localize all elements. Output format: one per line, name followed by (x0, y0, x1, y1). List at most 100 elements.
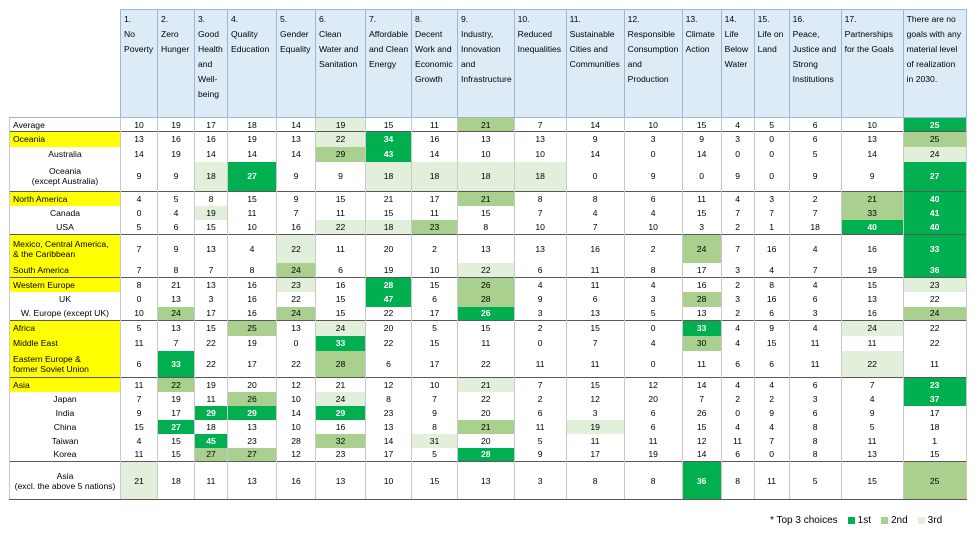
value-cell: 11 (194, 461, 228, 500)
value-cell: 7 (513, 205, 567, 220)
value-cell: 23 (365, 405, 412, 420)
value-cell: 14 (565, 146, 625, 162)
value-cell: 19 (194, 205, 228, 220)
value-cell: 3 (565, 405, 625, 420)
value-cell: 6 (753, 306, 790, 321)
value-cell: 16 (157, 131, 195, 147)
value-cell: 22 (315, 219, 366, 235)
value-cell: 27 (902, 161, 967, 192)
row-label: Korea (9, 447, 121, 462)
value-cell: 23 (902, 277, 967, 292)
value-cell: 5 (411, 447, 458, 462)
value-cell: 47 (365, 291, 412, 307)
value-cell: 13 (513, 234, 567, 263)
value-cell: 14 (411, 146, 458, 162)
value-cell: 13 (840, 131, 904, 147)
value-cell: 10 (411, 377, 458, 392)
legend-label-3rd: 3rd (927, 515, 943, 526)
row-label: Average (9, 117, 121, 132)
goal-header: 9. Industry, Innovation and Infrastructu… (457, 9, 515, 118)
value-cell: 3 (720, 262, 755, 278)
value-cell: 3 (623, 291, 683, 307)
legend-label-2nd: 2nd (890, 515, 908, 526)
value-cell: 0 (276, 335, 316, 351)
value-cell: 7 (720, 234, 755, 263)
value-cell: 11 (681, 191, 722, 206)
value-cell: 2 (720, 306, 755, 321)
value-cell: 29 (194, 405, 228, 420)
table-row: Western Europe 8 21 13 16 23 16 28 15 26 4 11 4 16 2 8 4… (9, 277, 967, 292)
value-cell: 2 (720, 219, 755, 235)
goal-header: 2. Zero Hunger (157, 9, 195, 118)
value-cell: 18 (513, 161, 567, 192)
value-cell: 13 (227, 461, 277, 500)
value-cell: 5 (840, 419, 904, 434)
value-cell: 10 (411, 262, 458, 278)
value-cell: 19 (623, 447, 683, 462)
legend-swatch-1st (847, 517, 855, 524)
value-cell: 19 (194, 377, 228, 392)
row-label: Oceania (9, 131, 121, 147)
value-cell: 27 (227, 447, 277, 462)
value-cell: 34 (365, 131, 412, 147)
value-cell: 22 (194, 335, 228, 351)
value-cell: 16 (194, 131, 228, 147)
legend: * Top 3 choices 1st 2nd 3rd (770, 515, 942, 526)
value-cell: 2 (788, 191, 842, 206)
value-cell: 3 (753, 191, 790, 206)
value-cell: 0 (753, 146, 790, 162)
value-cell: 9 (753, 405, 790, 420)
value-cell: 3 (788, 391, 842, 406)
value-cell: 15 (194, 320, 228, 336)
value-cell: 14 (681, 377, 722, 392)
value-cell: 8 (565, 461, 625, 500)
value-cell: 8 (120, 277, 158, 292)
value-cell: 16 (315, 419, 366, 434)
goal-header: 3. Good Health and Well-being (194, 9, 228, 118)
value-cell: 17 (194, 117, 228, 132)
value-cell: 21 (157, 277, 195, 292)
value-cell: 15 (120, 419, 158, 434)
value-cell: 21 (120, 461, 158, 500)
value-cell: 13 (315, 461, 366, 500)
table-row: Taiwan 4 15 45 23 28 32 14 31 20 5 11 11 12 11 7 8 11 1 (9, 433, 967, 448)
goal-header: 4. Quality Education (227, 9, 277, 118)
value-cell: 6 (720, 447, 755, 462)
value-cell: 8 (623, 461, 683, 500)
value-cell: 24 (157, 306, 195, 321)
table-row: Asia 11 22 19 20 12 21 12 10 21 7 15 12 14 4 4 6 7 23 (9, 377, 967, 392)
value-cell: 19 (157, 391, 195, 406)
value-cell: 15 (315, 191, 366, 206)
value-cell: 11 (120, 377, 158, 392)
value-cell: 7 (788, 262, 842, 278)
value-cell: 26 (457, 306, 515, 321)
value-cell: 13 (157, 320, 195, 336)
value-cell: 7 (788, 205, 842, 220)
value-cell: 6 (365, 350, 412, 378)
row-label: Middle East (9, 335, 121, 351)
goal-header: 1. No Poverty (120, 9, 158, 118)
value-cell: 8 (157, 262, 195, 278)
value-cell: 5 (411, 320, 458, 336)
goal-header: 5. Gender Equality (276, 9, 316, 118)
value-cell: 36 (902, 262, 967, 278)
value-cell: 14 (227, 146, 277, 162)
value-cell: 10 (120, 117, 158, 132)
value-cell: 10 (623, 117, 683, 132)
value-cell: 6 (753, 350, 790, 378)
value-cell: 10 (120, 306, 158, 321)
table-row: W. Europe (except UK) 10 24 17 16 24 15 22 17 26 3… (9, 306, 967, 321)
table-row: Australia 14 19 14 14 14 29 43 14 10 10 14 0 14 0 0 5 14 2… (9, 146, 967, 162)
value-cell: 10 (840, 117, 904, 132)
value-cell: 31 (411, 433, 458, 448)
value-cell: 10 (276, 391, 316, 406)
value-cell: 4 (623, 277, 683, 292)
value-cell: 3 (513, 461, 567, 500)
value-cell: 14 (276, 117, 316, 132)
value-cell: 13 (227, 419, 277, 434)
value-cell: 4 (753, 262, 790, 278)
value-cell: 9 (315, 161, 366, 192)
value-cell: 16 (840, 234, 904, 263)
value-cell: 9 (276, 191, 316, 206)
value-cell: 22 (365, 335, 412, 351)
